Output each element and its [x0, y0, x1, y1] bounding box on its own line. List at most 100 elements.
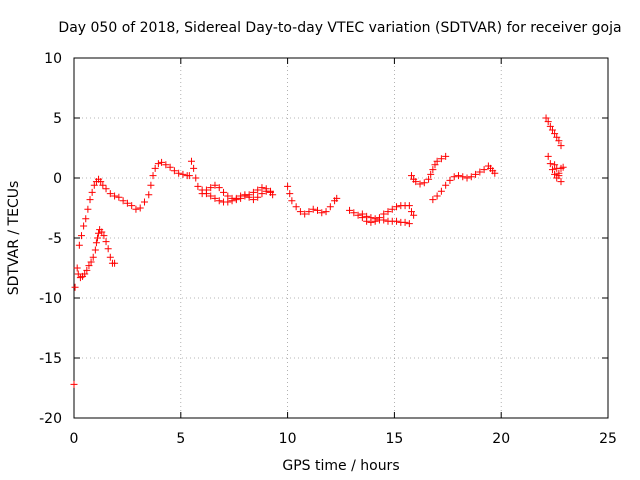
data-point [82, 215, 90, 223]
x-tick-label: 15 [385, 431, 403, 447]
data-point [258, 190, 266, 198]
data-point [185, 172, 193, 180]
y-axis-label: SDTVAR / TECUs [6, 181, 22, 296]
chart-title: Day 050 of 2018, Sidereal Day-to-day VTE… [58, 20, 621, 36]
data-point [80, 222, 88, 230]
data-point [333, 194, 341, 202]
data-point [393, 217, 401, 225]
data-point [384, 208, 392, 216]
data-point [111, 192, 119, 200]
data-point [314, 206, 322, 214]
data-point [132, 205, 140, 213]
data-point [99, 181, 107, 189]
data-point [88, 188, 96, 196]
data-point [254, 193, 262, 201]
data-point [128, 202, 136, 210]
data-point [154, 160, 162, 168]
data-point [202, 186, 210, 194]
data-point [292, 203, 300, 211]
data-point [318, 209, 326, 217]
data-point [442, 152, 450, 160]
x-tick-label: 20 [492, 431, 510, 447]
data-point [179, 170, 187, 178]
data-point [269, 191, 277, 199]
x-tick-label: 25 [599, 431, 617, 447]
data-point [70, 380, 78, 388]
data-point [170, 167, 178, 175]
data-point [546, 122, 554, 130]
data-point [480, 166, 488, 174]
data-point [544, 152, 552, 160]
x-tick-label: 0 [70, 431, 79, 447]
data-point [220, 188, 228, 196]
data-point [254, 186, 262, 194]
data-point [405, 220, 413, 228]
data-point [211, 181, 219, 189]
data-point [380, 210, 388, 218]
data-point [363, 212, 371, 220]
y-tick-label: 5 [53, 111, 62, 127]
data-point [90, 181, 98, 189]
data-point [454, 172, 462, 180]
data-point [467, 173, 475, 181]
data-point [87, 258, 95, 266]
data-point [136, 204, 144, 212]
y-tick-label: -5 [48, 231, 62, 247]
x-axis-label: GPS time / hours [282, 458, 399, 474]
data-point [77, 232, 85, 240]
data-point [149, 172, 157, 180]
data-point [175, 169, 183, 177]
data-point [286, 190, 294, 198]
data-point [367, 214, 375, 222]
data-point [166, 163, 174, 171]
y-tick-labels: -20 -15 -10 -5 0 5 10 [39, 51, 62, 427]
data-point [187, 157, 195, 165]
data-point [410, 211, 418, 219]
data-point [463, 174, 471, 182]
data-point [459, 173, 467, 181]
data-point [380, 216, 388, 224]
data-point [192, 174, 200, 182]
data-point [284, 182, 292, 190]
x-tick-labels: 0 5 10 15 20 25 [70, 431, 617, 447]
data-point [326, 203, 334, 211]
data-point [123, 199, 131, 207]
data-point [84, 205, 92, 213]
data-point [245, 191, 253, 199]
data-point [86, 196, 94, 204]
data-point [433, 157, 441, 165]
data-point [555, 172, 563, 180]
data-point [450, 173, 458, 181]
data-point [491, 169, 499, 177]
data-point [258, 184, 266, 192]
data-point [551, 170, 559, 178]
data-point [407, 208, 415, 216]
data-point [371, 215, 379, 223]
data-point [407, 172, 415, 180]
data-point [71, 283, 79, 291]
data-point [553, 164, 561, 172]
data-point [83, 266, 91, 274]
grid [74, 58, 608, 418]
data-point [81, 270, 89, 278]
y-tick-label: -20 [39, 411, 62, 427]
data-point [553, 133, 561, 141]
data-point [309, 205, 317, 213]
data-point [147, 181, 155, 189]
data-point [93, 234, 101, 242]
data-point [102, 238, 110, 246]
data-point [431, 161, 439, 169]
data-point [296, 208, 304, 216]
data-point [85, 262, 93, 270]
data-point [555, 137, 563, 145]
data-point [224, 198, 232, 206]
data-points [70, 114, 567, 388]
data-point [354, 211, 362, 219]
data-point [442, 181, 450, 189]
y-tick-label: -10 [39, 291, 62, 307]
data-point [106, 190, 114, 198]
data-point [429, 196, 437, 204]
data-point [472, 170, 480, 178]
data-point [215, 184, 223, 192]
data-point [393, 203, 401, 211]
